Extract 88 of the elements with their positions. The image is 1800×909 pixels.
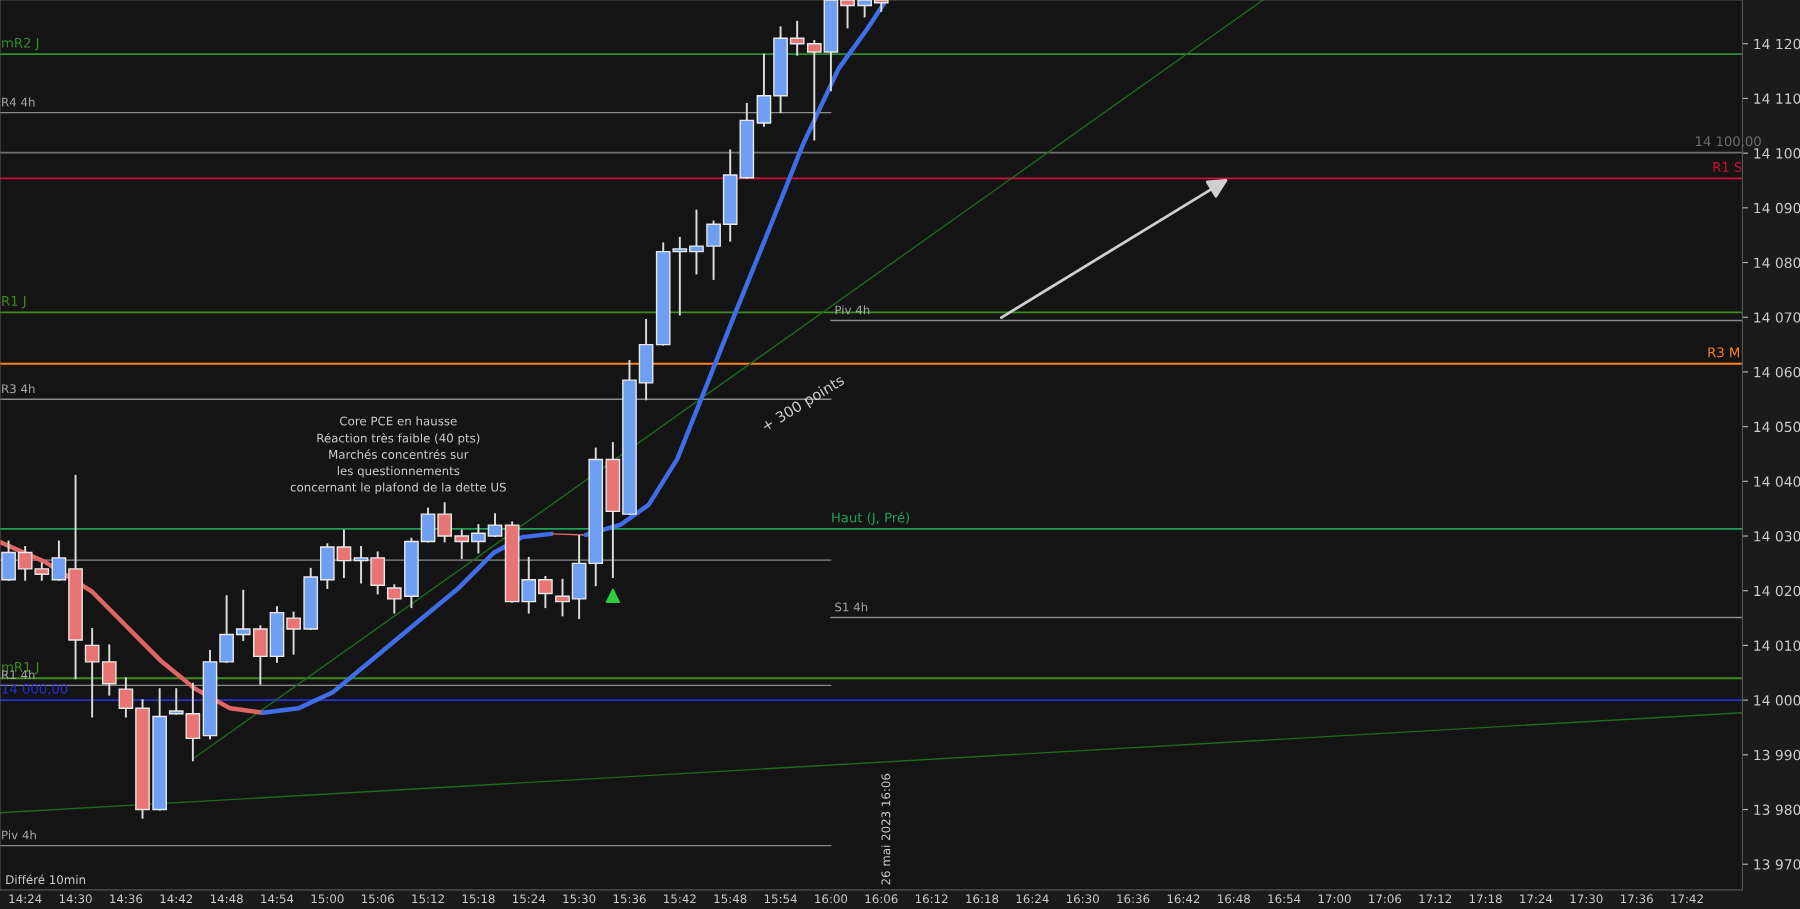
candlestick — [336, 529, 352, 579]
x-tick-label: 17:36 — [1620, 894, 1653, 904]
y-tick-label: 14 100 — [1754, 148, 1800, 159]
y-tick-label: 14 110 — [1754, 93, 1800, 104]
x-tick-label: 15:00 — [311, 894, 344, 904]
candlestick — [487, 513, 503, 537]
x-tick-label: 16:42 — [1167, 894, 1200, 904]
candlestick — [51, 540, 67, 581]
x-tick-label: 15:12 — [412, 894, 444, 904]
candlestick — [538, 576, 553, 609]
x-tick-label: 14:42 — [160, 894, 193, 904]
annotation: Différé 10min — [6, 874, 86, 885]
x-tick-label: 15:42 — [664, 894, 696, 904]
x-tick-label: 14:30 — [59, 894, 92, 904]
x-tick-label: 14:54 — [261, 894, 294, 904]
y-tick-label: 14 040 — [1754, 476, 1800, 487]
candlestick — [840, 0, 855, 29]
candlestick — [471, 524, 486, 554]
x-tick-label: 14:48 — [210, 894, 243, 904]
y-tick-label: 14 030 — [1754, 530, 1800, 542]
x-tick-label: 15:06 — [361, 894, 394, 904]
candlestick — [168, 688, 184, 715]
candlestick — [706, 220, 721, 280]
line-series — [260, 531, 554, 715]
annotation: 14 000,00 — [2, 683, 68, 696]
y-tick-label: 14 010 — [1754, 640, 1800, 651]
x-tick-label: 17:30 — [1570, 894, 1603, 904]
candlestick — [873, 0, 889, 12]
x-tick-label: 17:42 — [1671, 894, 1703, 904]
candlestick — [118, 677, 134, 718]
x-tick-label: 16:36 — [1117, 894, 1150, 904]
annotation: Piv 4h — [2, 830, 36, 840]
x-tick-label: 15:24 — [513, 894, 546, 904]
candlestick — [101, 644, 117, 696]
annotation: 26 mai 2023 16:06 — [881, 773, 891, 885]
annotation: mR2 J — [2, 37, 39, 51]
y-tick-label: 13 970 — [1754, 859, 1800, 870]
x-tick-label: 16:06 — [865, 894, 898, 904]
candlestick — [806, 40, 822, 141]
x-tick-label: 17:06 — [1369, 894, 1402, 904]
annotation: R3 M — [1708, 347, 1739, 358]
x-tick-label: 14:36 — [110, 894, 143, 904]
candlestick — [454, 529, 470, 559]
annotation: R1 J — [2, 296, 26, 309]
annotation: Haut (J, Pré) — [832, 511, 910, 525]
x-tick-label: 16:00 — [815, 894, 848, 904]
y-tick-label: 14 000 — [1754, 695, 1800, 706]
candlestick — [386, 584, 402, 614]
y-tick-label: 14 080 — [1754, 257, 1800, 269]
x-tick-label: 17:24 — [1520, 894, 1553, 904]
x-tick-label: 17:18 — [1469, 894, 1502, 904]
annotation: Core PCE en hausse Réaction très faible (40 pts) Marchés concentrés sur les questionnements concernant le plafond de la dette US — [290, 416, 506, 494]
candlestick — [555, 578, 570, 617]
candlestick — [521, 556, 537, 614]
x-tick-label: 16:24 — [1016, 894, 1049, 904]
x-tick-label: 15:48 — [714, 894, 747, 904]
annotation: R1 S — [1713, 161, 1742, 172]
candlestick — [353, 545, 369, 584]
x-tick-label: 16:54 — [1268, 894, 1301, 904]
x-tick-label: 16:48 — [1218, 894, 1250, 904]
y-tick-label: 13 990 — [1754, 749, 1800, 761]
annotation: S1 4h — [835, 602, 868, 612]
y-tick-label: 14 070 — [1754, 312, 1800, 323]
x-tick-label: 15:36 — [613, 894, 646, 904]
candlestick — [235, 589, 251, 641]
x-tick-label: 15:30 — [563, 894, 596, 904]
x-tick-label: 15:18 — [462, 894, 495, 904]
candlestick — [84, 628, 100, 718]
y-tick-label: 14 090 — [1754, 202, 1800, 214]
candlestick — [789, 20, 805, 56]
x-tick-label: 14:24 — [9, 894, 42, 904]
x-tick-label: 17:12 — [1419, 894, 1452, 904]
x-tick-label: 16:30 — [1066, 894, 1099, 904]
line-series — [583, 1, 887, 538]
y-tick-label: 14 050 — [1754, 421, 1800, 433]
x-tick-label: 17:00 — [1318, 894, 1351, 904]
x-tick-label: 15:54 — [764, 894, 797, 904]
x-tick-label: 16:12 — [915, 894, 948, 904]
y-tick-label: 14 020 — [1754, 585, 1800, 597]
candlestick — [437, 502, 453, 543]
y-tick-label: 13 980 — [1754, 804, 1800, 815]
y-tick-label: 14 060 — [1754, 366, 1800, 378]
annotation: R4 4h — [2, 97, 35, 107]
candlestick — [689, 209, 704, 275]
x-tick-label: 16:18 — [966, 894, 999, 904]
candlestick — [286, 611, 301, 655]
annotation: R3 4h — [2, 384, 35, 394]
y-tick-label: 14 120 — [1754, 38, 1800, 50]
